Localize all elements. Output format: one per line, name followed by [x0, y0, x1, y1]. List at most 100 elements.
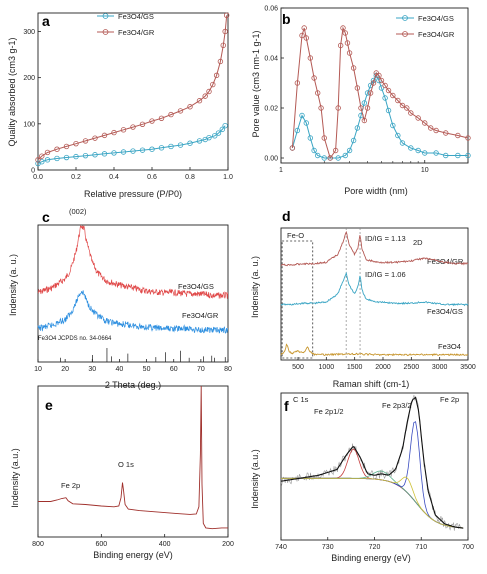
series-b-1: [291, 26, 469, 160]
marker-a-1: [130, 124, 136, 130]
legend-b: Fe3O4/GS Fe3O4/GR: [418, 14, 455, 39]
x-tick-label-e: 400: [159, 541, 171, 548]
plot-frame-b: [280, 7, 469, 164]
plot-frame-f: [280, 392, 469, 541]
label-d-gr: Fe3O4/GR: [427, 257, 464, 266]
marker-b-1: [342, 30, 348, 36]
marker-a-1: [92, 135, 98, 141]
x-tick-label-e: 600: [95, 541, 107, 548]
marker-a-1: [210, 81, 216, 88]
marker-b-1: [301, 25, 307, 31]
marker-b-1: [367, 90, 374, 96]
annotation-e-o1s: O 1s: [118, 460, 134, 469]
marker-a-0: [120, 149, 127, 155]
panel-label-e: e: [45, 397, 53, 413]
series-c-1: [37, 290, 229, 334]
marker-b-1: [370, 80, 377, 86]
marker-b-0: [335, 155, 341, 161]
marker-b-1: [299, 32, 305, 39]
x-tick-label-f: 720: [369, 544, 381, 551]
marker-b-1: [337, 42, 344, 49]
series-f-comp-4: [281, 476, 463, 529]
marker-b-0: [299, 112, 305, 119]
marker-b-1: [433, 127, 439, 134]
x-tick-label-c: 70: [197, 366, 205, 373]
x-tick-label-a: 0.0: [33, 174, 43, 181]
x-tick-label-a: 0.8: [185, 174, 195, 181]
y-tick-label-b: 0.00: [264, 156, 278, 163]
marker-b-1: [346, 50, 353, 56]
plot-frame-d: [280, 227, 469, 361]
axis-title-d-y: Indensity (a. u.): [250, 256, 260, 318]
marker-b-0: [354, 125, 361, 131]
marker-b-1: [390, 92, 396, 99]
marker-a-0: [206, 134, 212, 141]
label-c-gs: Fe3O4/GS: [178, 282, 214, 291]
marker-b-1: [376, 72, 382, 79]
marker-b-0: [455, 152, 461, 159]
axis-title-f-y: Indensity (a.u.): [250, 449, 260, 509]
marker-a-1: [54, 146, 60, 152]
feo-region-box: [281, 240, 314, 359]
marker-a-0: [54, 155, 60, 162]
marker-a-1: [111, 129, 117, 136]
x-tick-label-a: 0.2: [71, 174, 81, 181]
x-tick-label-c: 60: [170, 366, 178, 373]
axis-title-a-y: Quality absorbed (cm3 g-1): [7, 37, 17, 146]
x-tick-label-e: 200: [222, 541, 234, 548]
marker-b-1: [399, 102, 406, 109]
marker-b-1: [314, 90, 321, 96]
marker-b-1: [385, 87, 392, 94]
series-a-0: [37, 125, 226, 164]
marker-b-1: [361, 117, 368, 124]
y-tick-label-a: 300: [23, 29, 35, 36]
panel-label-a: a: [42, 13, 50, 29]
marker-a-1: [82, 138, 89, 144]
series-b-0: [291, 74, 468, 159]
x-tick-label-d: 500: [292, 364, 304, 371]
marker-a-1: [222, 28, 228, 35]
x-tick-label-b: 1: [279, 167, 283, 174]
annotation-c-002: (002): [69, 207, 87, 216]
marker-b-1: [404, 105, 410, 111]
marker-b-1: [465, 135, 471, 141]
marker-b-0: [350, 137, 357, 144]
series-d-2: [280, 343, 468, 357]
y-tick-label-a: 200: [23, 75, 35, 82]
x-tick-label-c: 20: [61, 366, 69, 373]
annotation-d-ratio-mid: ID/IG = 1.06: [365, 270, 406, 279]
marker-b-0: [433, 150, 439, 156]
x-axis-f: [280, 537, 469, 540]
marker-b-0: [395, 132, 401, 139]
marker-a-1: [177, 108, 184, 114]
marker-a-0: [158, 145, 165, 151]
y-tick-label-a: 0: [31, 168, 35, 175]
x-tick-label-e: 800: [32, 541, 44, 548]
marker-a-1: [149, 118, 155, 124]
marker-b-1: [415, 115, 421, 121]
x-axis-c: [37, 359, 229, 362]
marker-b-1: [311, 75, 317, 81]
x-tick-label-a: 0.6: [147, 174, 157, 181]
marker-a-1: [44, 149, 51, 156]
legend-b-gr: Fe3O4/GR: [418, 30, 455, 39]
marker-b-0: [303, 120, 310, 126]
marker-b-0: [422, 150, 428, 156]
marker-b-1: [354, 85, 361, 91]
series-e-0: [38, 385, 228, 530]
annotation-f-p12: Fe 2p1/2: [314, 407, 344, 416]
marker-a-1: [168, 111, 174, 118]
marker-b-1: [455, 132, 461, 139]
panel-label-f: f: [284, 398, 289, 414]
marker-b-1: [408, 110, 414, 116]
marker-b-0: [408, 145, 414, 151]
marker-b-0: [399, 140, 406, 146]
marker-b-1: [344, 40, 351, 46]
marker-b-0: [321, 155, 327, 161]
marker-a-1: [220, 42, 226, 49]
x-tick-label-c: 10: [34, 366, 42, 373]
axis-title-c-y: Indensity (a. u.): [8, 254, 18, 316]
marker-b-1: [318, 105, 324, 111]
x-tick-label-a: 1.0: [223, 174, 233, 181]
marker-b-0: [314, 152, 321, 159]
